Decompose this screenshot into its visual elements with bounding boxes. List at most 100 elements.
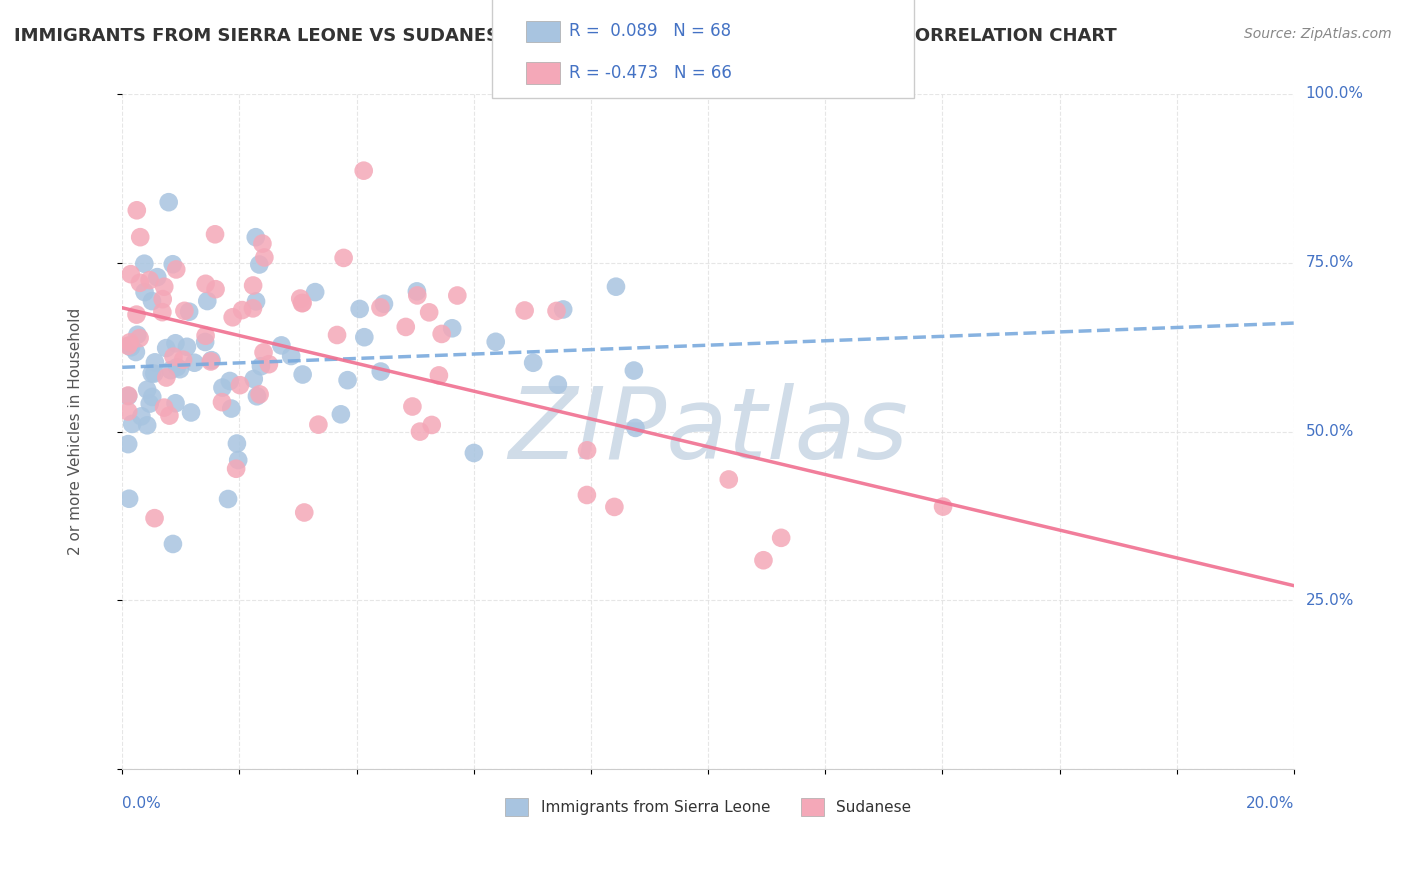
Point bbox=[118, 338, 141, 352]
Point bbox=[349, 301, 371, 316]
Point bbox=[162, 257, 184, 271]
Text: 20.0%: 20.0% bbox=[1246, 797, 1294, 812]
Point bbox=[204, 282, 226, 296]
Point bbox=[129, 230, 152, 244]
Point bbox=[146, 270, 169, 285]
Point bbox=[155, 341, 177, 355]
Point bbox=[307, 417, 329, 432]
Point bbox=[418, 305, 440, 319]
Point bbox=[522, 356, 544, 370]
Point bbox=[370, 301, 392, 315]
Point bbox=[304, 285, 326, 299]
Point bbox=[194, 277, 217, 291]
Point bbox=[165, 336, 187, 351]
Legend: Immigrants from Sierra Leone, Sudanese: Immigrants from Sierra Leone, Sudanese bbox=[499, 791, 917, 822]
Point bbox=[430, 326, 453, 341]
Text: Source: ZipAtlas.com: Source: ZipAtlas.com bbox=[1244, 27, 1392, 41]
Point bbox=[409, 425, 432, 439]
Point bbox=[121, 417, 143, 431]
Point bbox=[165, 262, 187, 277]
Point bbox=[336, 373, 359, 387]
Point bbox=[127, 327, 149, 342]
Point bbox=[155, 370, 177, 384]
Point bbox=[117, 388, 139, 402]
Point bbox=[280, 349, 302, 363]
Point bbox=[270, 338, 292, 352]
Point bbox=[406, 285, 429, 299]
Point bbox=[118, 491, 141, 506]
Point bbox=[153, 401, 176, 415]
Point bbox=[221, 310, 243, 325]
Point bbox=[125, 203, 148, 218]
Point bbox=[245, 294, 267, 309]
Point bbox=[152, 292, 174, 306]
Point bbox=[329, 407, 352, 421]
Point bbox=[173, 303, 195, 318]
Point bbox=[179, 304, 201, 318]
Point bbox=[157, 195, 180, 210]
Point bbox=[575, 488, 598, 502]
Point bbox=[291, 368, 314, 382]
Point bbox=[253, 251, 276, 265]
Point bbox=[125, 345, 148, 359]
Point bbox=[553, 302, 575, 317]
Text: 100.0%: 100.0% bbox=[1306, 87, 1364, 102]
Point bbox=[373, 297, 395, 311]
Point bbox=[485, 334, 508, 349]
Point bbox=[143, 355, 166, 369]
Text: 25.0%: 25.0% bbox=[1306, 593, 1354, 608]
Point bbox=[200, 353, 222, 368]
Point bbox=[141, 294, 163, 309]
Point bbox=[406, 288, 429, 302]
Point bbox=[117, 389, 139, 403]
Point bbox=[226, 453, 249, 467]
Point bbox=[172, 352, 194, 367]
Point bbox=[125, 308, 148, 322]
Point bbox=[169, 362, 191, 376]
Point bbox=[166, 360, 188, 375]
Point bbox=[162, 350, 184, 364]
Text: IMMIGRANTS FROM SIERRA LEONE VS SUDANESE 2 OR MORE VEHICLES IN HOUSEHOLD CORRELA: IMMIGRANTS FROM SIERRA LEONE VS SUDANESE… bbox=[14, 27, 1116, 45]
Point bbox=[131, 409, 153, 424]
Point bbox=[200, 354, 222, 368]
Text: 0.0%: 0.0% bbox=[122, 797, 162, 812]
Point bbox=[143, 367, 166, 381]
Point bbox=[231, 303, 253, 318]
Point bbox=[218, 374, 240, 388]
Point bbox=[370, 365, 392, 379]
Point bbox=[463, 446, 485, 460]
Point bbox=[242, 301, 264, 316]
Point bbox=[623, 363, 645, 377]
Point bbox=[246, 389, 269, 403]
Point bbox=[229, 378, 252, 392]
Point bbox=[129, 276, 152, 290]
Point bbox=[252, 345, 274, 359]
Point bbox=[245, 230, 267, 244]
Point bbox=[292, 506, 315, 520]
Point bbox=[441, 321, 464, 335]
Point bbox=[211, 395, 233, 409]
Point bbox=[134, 257, 156, 271]
Point bbox=[770, 531, 793, 545]
Point bbox=[242, 372, 264, 386]
Point bbox=[120, 340, 142, 354]
Point bbox=[194, 334, 217, 349]
Point bbox=[332, 251, 354, 265]
Point bbox=[117, 404, 139, 418]
Point bbox=[353, 330, 375, 344]
Point bbox=[117, 339, 139, 353]
Point bbox=[138, 273, 160, 287]
Point bbox=[603, 500, 626, 514]
Point bbox=[547, 377, 569, 392]
Point bbox=[159, 363, 181, 377]
Point bbox=[249, 387, 271, 401]
Point bbox=[211, 381, 233, 395]
Point bbox=[134, 285, 156, 299]
Point bbox=[117, 437, 139, 451]
Point bbox=[141, 390, 163, 404]
Point bbox=[150, 305, 173, 319]
Text: 50.0%: 50.0% bbox=[1306, 424, 1354, 439]
Point bbox=[195, 293, 218, 308]
Point bbox=[217, 491, 239, 506]
Point bbox=[576, 443, 599, 458]
